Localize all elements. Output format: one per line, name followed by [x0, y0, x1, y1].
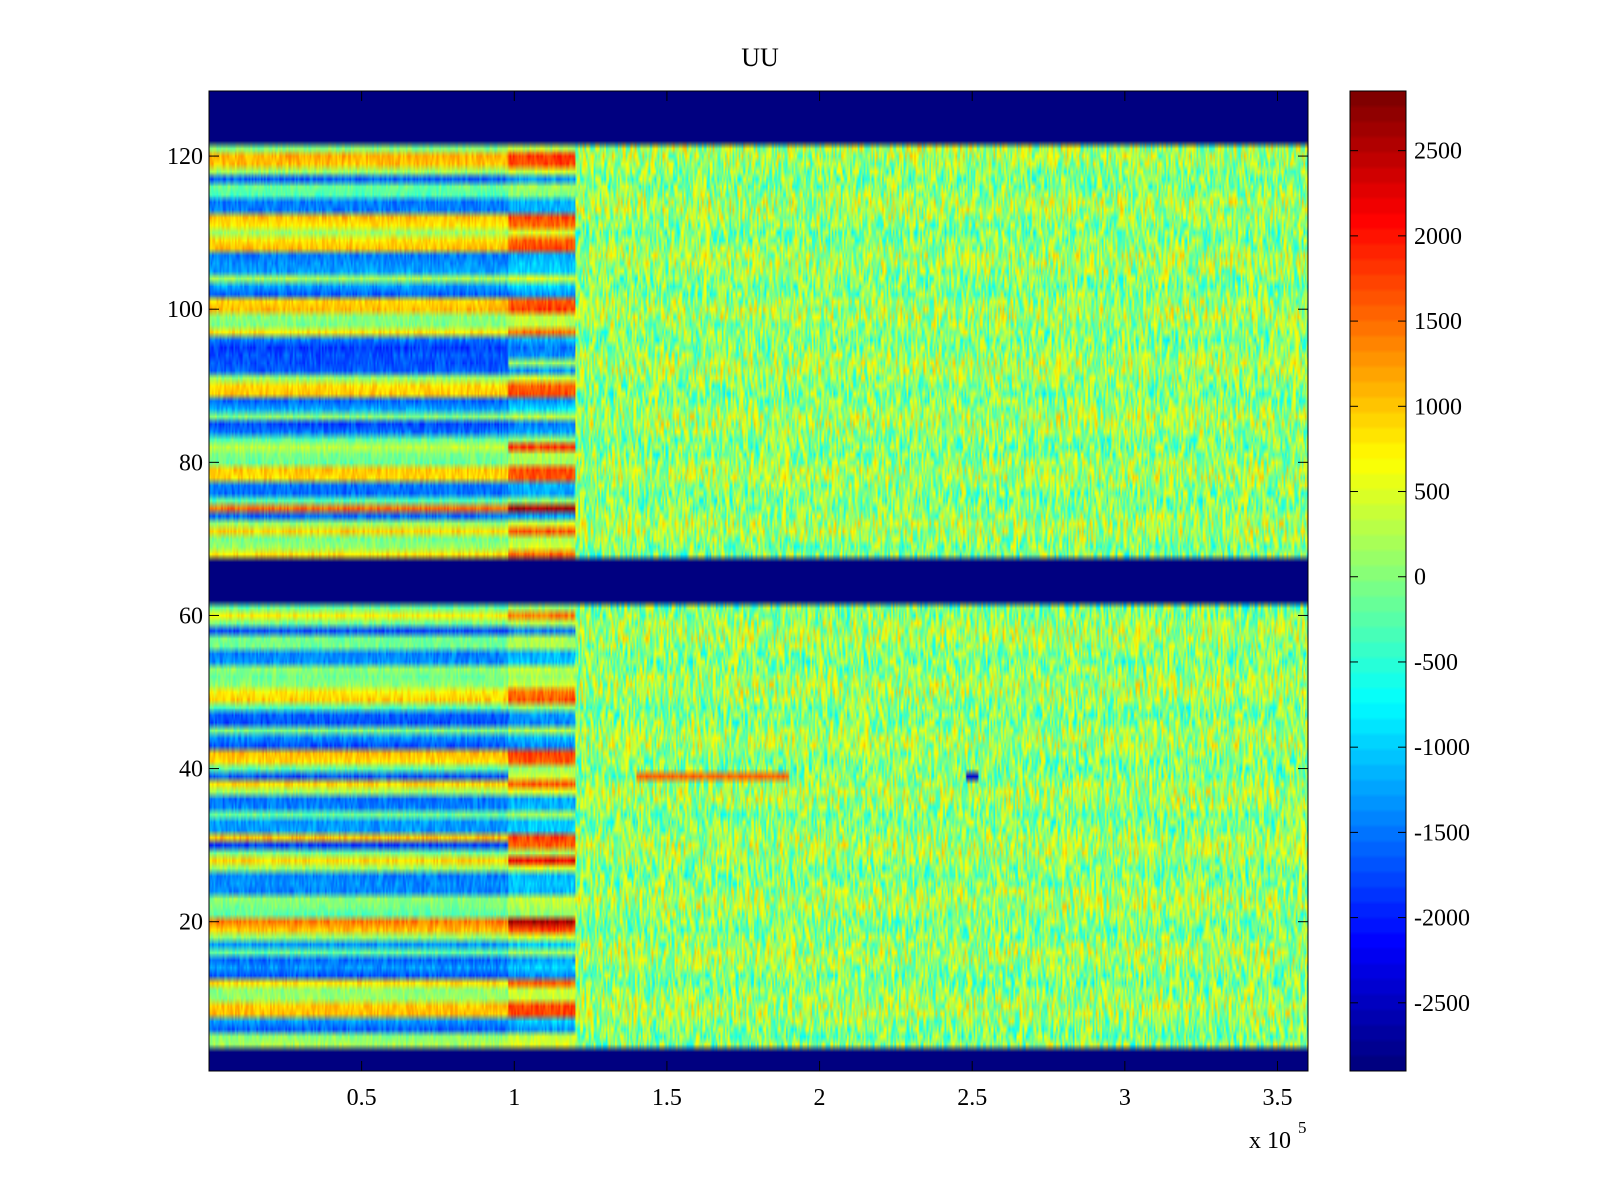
- colorbar-tick-label: -2500: [1414, 991, 1470, 1017]
- y-tick-label: 20: [179, 910, 203, 936]
- colorbar: 2500 2000 1500 1000 500 0 -500 -1000 -1500 -2000 -…: [1349, 90, 1470, 1072]
- colorbar-tick-label: 2500: [1414, 139, 1462, 165]
- y-tick-label: 80: [179, 450, 203, 476]
- y-axis: 20 40 60 80 100 120: [167, 144, 1308, 936]
- y-tick-label: 60: [179, 603, 203, 629]
- x-tick-label: 1.5: [652, 1085, 682, 1111]
- y-tick-label: 100: [167, 297, 203, 323]
- colorbar-tick-label: 1500: [1414, 309, 1462, 335]
- x-tick-label: 1: [508, 1085, 520, 1111]
- y-tick-label: 120: [167, 144, 203, 170]
- plot-frame: [208, 90, 1309, 1072]
- x-tick-label: 0.5: [347, 1085, 377, 1111]
- colorbar-tick-label: 0: [1414, 565, 1426, 591]
- x-multiplier-exponent: 5: [1298, 1118, 1307, 1137]
- colorbar-tick-label: 500: [1414, 480, 1450, 506]
- colorbar-tick-label: -1500: [1414, 820, 1470, 846]
- x-tick-label: 2: [814, 1085, 826, 1111]
- colorbar-tick-label: 1000: [1414, 394, 1462, 420]
- colorbar-frame: [1349, 90, 1407, 1072]
- x-multiplier-label: x 10 5: [1249, 1118, 1307, 1154]
- colorbar-image: [1350, 91, 1406, 1071]
- x-multiplier-base: x 10: [1249, 1128, 1291, 1154]
- colorbar-tick-label: -1000: [1414, 735, 1470, 761]
- x-axis: 0.5 1 1.5 2 2.5 3 3.5: [347, 91, 1292, 1111]
- y-tick-label: 40: [179, 757, 203, 783]
- chart-title: UU: [741, 43, 779, 72]
- colorbar-tick-label: -2000: [1414, 906, 1470, 932]
- x-tick-label: 2.5: [957, 1085, 987, 1111]
- plot-area: [208, 90, 1309, 1072]
- colorbar-tick-label: 2000: [1414, 224, 1462, 250]
- x-tick-label: 3: [1119, 1085, 1131, 1111]
- colorbar-tick-label: -500: [1414, 650, 1458, 676]
- x-tick-label: 3.5: [1262, 1085, 1292, 1111]
- heatmap-image: [209, 91, 1308, 1071]
- colorbar-axis: 2500 2000 1500 1000 500 0 -500 -1000 -1500 -2000 -…: [1350, 139, 1470, 1017]
